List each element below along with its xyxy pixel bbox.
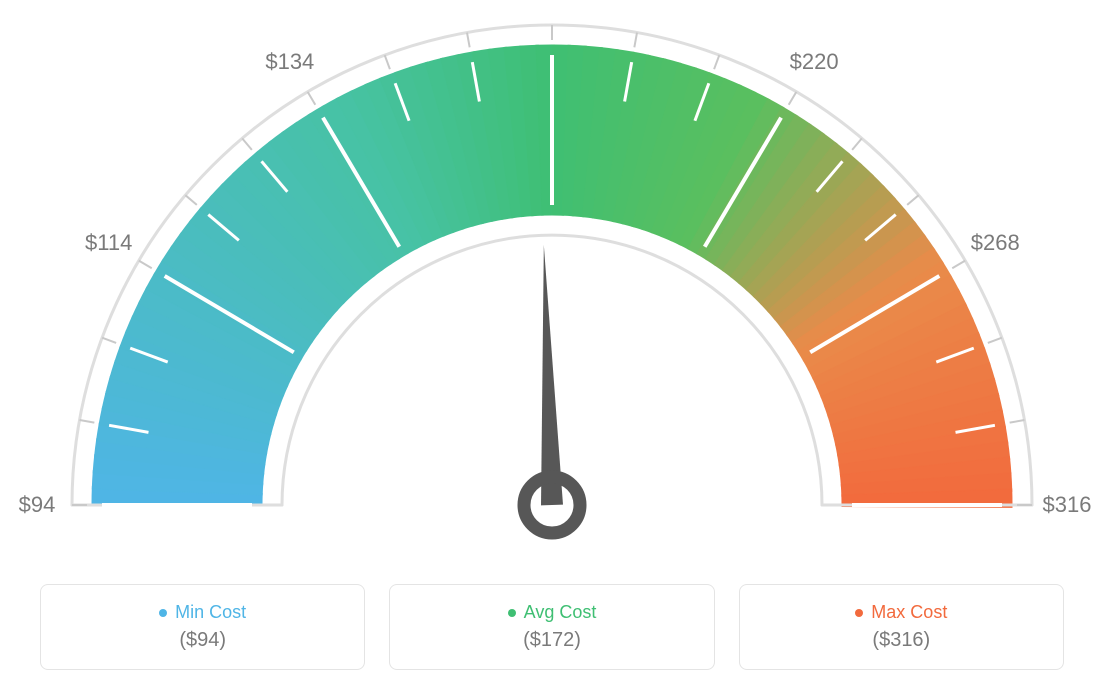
legend-label-avg: Avg Cost (524, 602, 597, 623)
legend-value-min: ($94) (179, 629, 226, 652)
legend-dot-avg (508, 609, 516, 617)
gauge-tick-label: $268 (971, 230, 1020, 256)
gauge-tick-label: $316 (1043, 492, 1092, 518)
legend-top: Avg Cost (508, 602, 597, 623)
gauge-tick-label: $94 (19, 492, 56, 518)
gauge-tick-label: $114 (85, 230, 132, 256)
legend-dot-min (159, 609, 167, 617)
gauge-chart: $94 $114 $134 $172 $220 $268 $316 (0, 0, 1104, 570)
legend-value-max: ($316) (872, 629, 930, 652)
gauge-svg (0, 0, 1104, 570)
legend-card-avg: Avg Cost ($172) (389, 584, 714, 670)
gauge-tick-label: $172 (528, 0, 577, 3)
legend-top: Max Cost (855, 602, 947, 623)
gauge-tick-label: $220 (790, 49, 839, 75)
legend-card-max: Max Cost ($316) (739, 584, 1064, 670)
legend-top: Min Cost (159, 602, 246, 623)
legend-value-avg: ($172) (523, 629, 581, 652)
legend-row: Min Cost ($94) Avg Cost ($172) Max Cost … (40, 584, 1064, 670)
gauge-tick-label: $134 (265, 49, 314, 75)
legend-dot-max (855, 609, 863, 617)
legend-label-max: Max Cost (871, 602, 947, 623)
legend-label-min: Min Cost (175, 602, 246, 623)
legend-card-min: Min Cost ($94) (40, 584, 365, 670)
